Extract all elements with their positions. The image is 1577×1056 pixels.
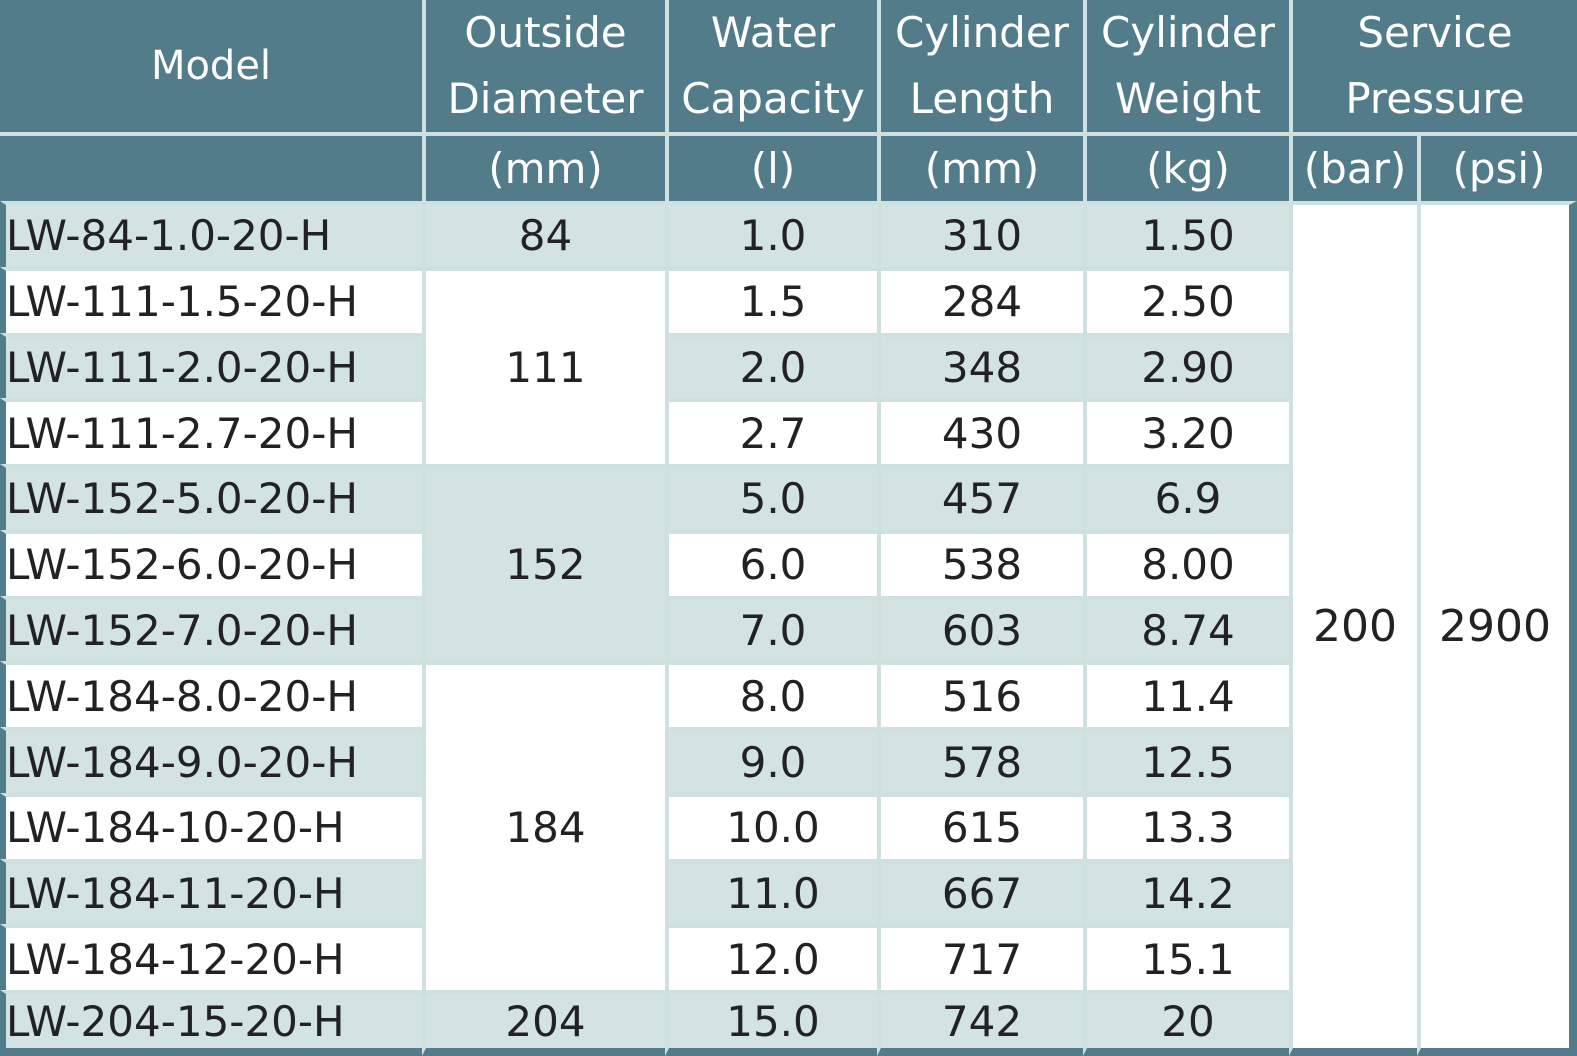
water-capacity-cell: 7.0 <box>665 595 877 662</box>
water-capacity-cell: 15.0 <box>665 990 877 1056</box>
header-water-capacity-line1: Water <box>710 8 836 57</box>
cylinder-weight-cell: 8.00 <box>1083 529 1289 596</box>
cylinder-weight-cell: 15.1 <box>1083 924 1289 991</box>
model-cell: LW-111-2.0-20-H <box>0 332 422 399</box>
table-row: LW-184-12-20-H 12.0 717 15.1 <box>0 924 1577 991</box>
model-cell: LW-84-1.0-20-H <box>0 201 422 267</box>
cylinder-weight-cell: 2.50 <box>1083 266 1289 333</box>
model-cell: LW-204-15-20-H <box>0 990 422 1056</box>
table-row: LW-152-6.0-20-H 6.0 538 8.00 <box>0 529 1577 596</box>
header-service-pressure-line2: Pressure <box>1345 74 1525 123</box>
cylinder-weight-cell: 2.90 <box>1083 332 1289 399</box>
cylinder-length-cell: 430 <box>877 398 1083 465</box>
outside-diameter-cell: 84 <box>422 201 665 267</box>
cylinder-length-cell: 603 <box>877 595 1083 662</box>
cylinder-weight-cell: 14.2 <box>1083 858 1289 925</box>
cylinder-length-cell: 615 <box>877 792 1083 859</box>
cylinder-length-cell: 457 <box>877 464 1083 530</box>
cylinder-weight-cell: 12.5 <box>1083 727 1289 793</box>
table-body: LW-84-1.0-20-H 84 1.0 310 1.50 200 2900 LW-111-… <box>0 201 1577 1056</box>
cylinder-weight-cell: 20 <box>1083 990 1289 1056</box>
cylinder-length-cell: 348 <box>877 332 1083 399</box>
water-capacity-cell: 2.7 <box>665 398 877 465</box>
water-capacity-cell: 12.0 <box>665 924 877 991</box>
model-cell: LW-184-8.0-20-H <box>0 661 422 728</box>
header-service-pressure-line1: Service <box>1357 8 1513 57</box>
model-cell: LW-184-10-20-H <box>0 792 422 859</box>
unit-model-empty <box>0 136 422 201</box>
model-cell: LW-184-11-20-H <box>0 858 422 925</box>
cylinder-length-cell: 578 <box>877 727 1083 793</box>
table-row: LW-152-7.0-20-H 7.0 603 8.74 <box>0 595 1577 662</box>
cylinder-length-cell: 516 <box>877 661 1083 728</box>
water-capacity-cell: 2.0 <box>665 332 877 399</box>
cylinder-length-cell: 717 <box>877 924 1083 991</box>
unit-pressure-bar: (bar) <box>1289 136 1417 201</box>
unit-pressure-psi: (psi) <box>1417 136 1577 201</box>
water-capacity-cell: 11.0 <box>665 858 877 925</box>
header-outside-diameter: Outside Diameter <box>422 0 665 136</box>
header-cylinder-weight: Cylinder Weight <box>1083 0 1289 136</box>
header-water-capacity-line2: Capacity <box>681 74 865 123</box>
model-cell: LW-184-9.0-20-H <box>0 727 422 793</box>
cylinder-weight-cell: 6.9 <box>1083 464 1289 530</box>
service-pressure-bar-cell: 200 <box>1289 201 1417 1056</box>
unit-water-capacity: (l) <box>665 136 877 201</box>
outside-diameter-cell: 184 <box>422 661 665 991</box>
water-capacity-cell: 6.0 <box>665 529 877 596</box>
water-capacity-cell: 10.0 <box>665 792 877 859</box>
cylinder-length-cell: 538 <box>877 529 1083 596</box>
header-outside-diameter-line2: Diameter <box>447 74 644 123</box>
header-cylinder-length-line1: Cylinder <box>895 8 1069 57</box>
outside-diameter-cell: 152 <box>422 464 665 662</box>
header-outside-diameter-line1: Outside <box>464 8 627 57</box>
header-service-pressure: Service Pressure <box>1289 0 1577 136</box>
model-cell: LW-152-5.0-20-H <box>0 464 422 530</box>
cylinder-weight-cell: 13.3 <box>1083 792 1289 859</box>
cylinder-weight-cell: 1.50 <box>1083 201 1289 267</box>
unit-cylinder-length: (mm) <box>877 136 1083 201</box>
water-capacity-cell: 1.0 <box>665 201 877 267</box>
cylinder-weight-cell: 3.20 <box>1083 398 1289 465</box>
model-cell: LW-111-1.5-20-H <box>0 266 422 333</box>
table-row: LW-152-5.0-20-H 152 5.0 457 6.9 <box>0 464 1577 662</box>
cylinder-weight-cell: 8.74 <box>1083 595 1289 662</box>
unit-cylinder-weight: (kg) <box>1083 136 1289 201</box>
water-capacity-cell: 5.0 <box>665 464 877 530</box>
table-row: LW-111-1.5-20-H 111 1.5 284 2.50 <box>0 266 1577 465</box>
header-water-capacity: Water Capacity <box>665 0 877 136</box>
header-row-titles: Model Outside Diameter Water Capacity Cy… <box>0 0 1577 136</box>
cylinder-weight-cell: 11.4 <box>1083 661 1289 728</box>
service-pressure-psi-cell: 2900 <box>1417 201 1577 1056</box>
table-row: LW-184-11-20-H 11.0 667 14.2 <box>0 858 1577 925</box>
model-cell: LW-152-7.0-20-H <box>0 595 422 662</box>
cylinder-length-cell: 667 <box>877 858 1083 925</box>
cylinder-length-cell: 742 <box>877 990 1083 1056</box>
model-cell: LW-184-12-20-H <box>0 924 422 991</box>
table-row: LW-184-9.0-20-H 9.0 578 12.5 <box>0 727 1577 793</box>
header-row-units: (mm) (l) (mm) (kg) (bar) (psi) <box>0 136 1577 201</box>
header-cylinder-weight-line1: Cylinder <box>1101 8 1275 57</box>
model-cell: LW-152-6.0-20-H <box>0 529 422 596</box>
header-cylinder-length-line2: Length <box>909 74 1055 123</box>
table-row: LW-184-10-20-H 10.0 615 13.3 <box>0 792 1577 859</box>
cylinder-length-cell: 284 <box>877 266 1083 333</box>
unit-outside-diameter: (mm) <box>422 136 665 201</box>
cylinder-length-cell: 310 <box>877 201 1083 267</box>
table-row: LW-204-15-20-H 204 15.0 742 20 <box>0 990 1577 1056</box>
outside-diameter-cell: 204 <box>422 990 665 1056</box>
table-row: LW-84-1.0-20-H 84 1.0 310 1.50 200 2900 <box>0 201 1577 1056</box>
table-row: LW-111-2.0-20-H 2.0 348 2.90 <box>0 332 1577 399</box>
table-row: LW-184-8.0-20-H 184 8.0 516 11.4 <box>0 661 1577 991</box>
water-capacity-cell: 1.5 <box>665 266 877 333</box>
header-cylinder-length: Cylinder Length <box>877 0 1083 136</box>
table-row: LW-111-2.7-20-H 2.7 430 3.20 <box>0 398 1577 465</box>
water-capacity-cell: 8.0 <box>665 661 877 728</box>
water-capacity-cell: 9.0 <box>665 727 877 793</box>
outside-diameter-cell: 111 <box>422 266 665 465</box>
model-cell: LW-111-2.7-20-H <box>0 398 422 465</box>
header-cylinder-weight-line2: Weight <box>1114 74 1262 123</box>
header-model: Model <box>0 0 422 136</box>
